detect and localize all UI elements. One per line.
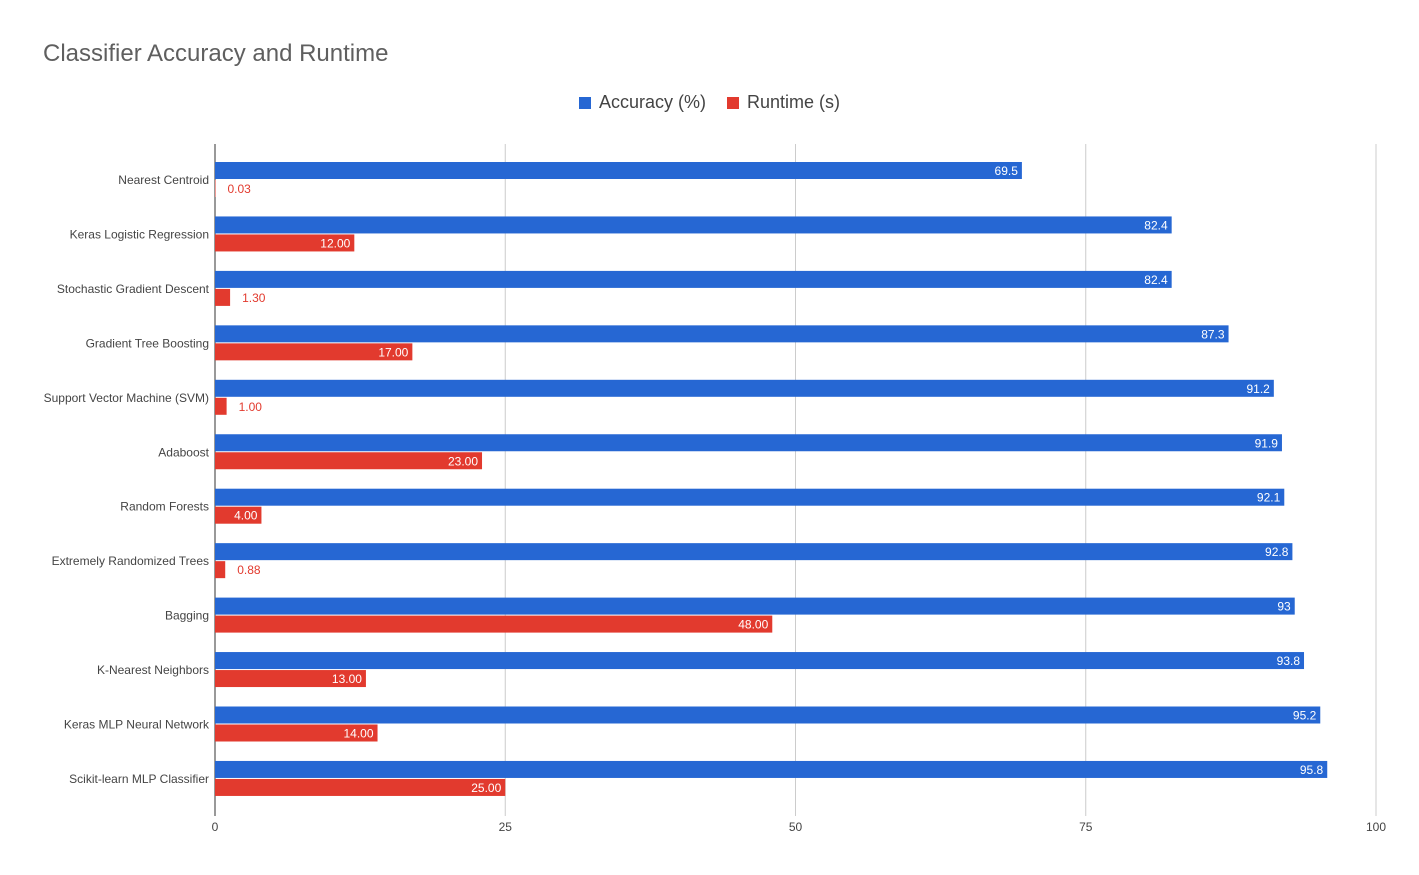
data-label-accuracy: 91.9 [1255,436,1279,450]
y-tick-label: Extremely Randomized Trees [52,554,209,568]
bar-accuracy [215,760,1328,778]
legend: Accuracy (%) Runtime (s) [0,92,1419,114]
x-tick-label: 0 [212,820,219,834]
data-label-accuracy: 87.3 [1201,327,1225,341]
y-tick-label: Scikit-learn MLP Classifier [69,772,209,786]
bar-accuracy [215,162,1022,179]
bar-accuracy [215,325,1229,343]
y-tick-label: Keras Logistic Regression [70,227,209,241]
bar-runtime [215,506,262,524]
y-tick-label: Adaboost [158,445,209,459]
bar-runtime [215,452,483,470]
data-label-runtime: 17.00 [378,345,408,359]
data-label-accuracy: 95.8 [1300,763,1324,777]
x-tick-label: 75 [1079,820,1093,834]
data-label-runtime: 0.03 [228,182,252,196]
data-label-runtime: 1.30 [242,291,266,305]
bar-runtime [215,180,216,197]
data-label-runtime: 25.00 [471,781,501,795]
legend-item-runtime[interactable]: Runtime (s) [727,92,840,113]
x-tick-label: 25 [499,820,513,834]
data-label-runtime: 14.00 [344,727,374,741]
y-tick-label: Stochastic Gradient Descent [57,282,210,296]
legend-swatch-runtime [727,96,739,109]
data-label-accuracy: 92.8 [1265,545,1289,559]
data-label-accuracy: 82.4 [1144,218,1168,232]
data-label-runtime: 0.88 [237,563,261,577]
bar-runtime [215,670,366,688]
bar-runtime [215,724,378,742]
bar-accuracy [215,488,1285,506]
y-tick-label: Support Vector Machine (SVM) [44,391,209,405]
bar-runtime [215,234,355,252]
x-tick-label: 100 [1366,820,1386,834]
data-label-accuracy: 82.4 [1144,273,1168,287]
data-label-runtime: 48.00 [738,618,768,632]
legend-swatch-accuracy [578,96,591,109]
bar-runtime [215,343,413,361]
data-label-accuracy: 91.2 [1246,382,1270,396]
bar-accuracy [215,543,1293,561]
data-label-runtime: 1.00 [239,400,263,414]
y-tick-label: Bagging [165,609,209,623]
x-tick-label: 50 [789,820,803,834]
data-label-runtime: 12.00 [320,236,350,250]
y-tick-label: Keras MLP Neural Network [64,718,210,732]
data-label-accuracy: 93 [1277,600,1291,614]
legend-label-runtime: Runtime (s) [747,92,841,112]
y-tick-label: K-Nearest Neighbors [97,663,209,677]
bar-accuracy [215,216,1172,234]
y-tick-label: Gradient Tree Boosting [86,336,209,350]
data-label-accuracy: 69.5 [995,164,1019,178]
bar-accuracy [215,434,1282,452]
bar-accuracy [215,270,1172,288]
data-label-runtime: 13.00 [332,672,362,686]
data-label-accuracy: 92.1 [1257,491,1281,505]
legend-item-accuracy[interactable]: Accuracy (%) [578,92,706,113]
bar-accuracy [215,379,1274,397]
data-label-accuracy: 95.2 [1293,709,1317,723]
y-tick-label: Random Forests [120,500,209,514]
bar-accuracy [215,652,1305,670]
bar-runtime [215,288,231,306]
data-label-accuracy: 93.8 [1277,654,1301,668]
bar-accuracy [215,706,1321,724]
legend-label-accuracy: Accuracy (%) [598,92,706,112]
data-label-runtime: 23.00 [448,454,478,468]
chart-title: Classifier Accuracy and Runtime [43,40,389,67]
bar-runtime [215,561,226,579]
bar-accuracy [215,597,1295,615]
y-tick-label: Nearest Centroid [118,173,209,187]
bar-runtime [215,778,506,796]
data-label-runtime: 4.00 [234,509,258,523]
bar-runtime [215,397,227,415]
bar-runtime [215,615,773,633]
